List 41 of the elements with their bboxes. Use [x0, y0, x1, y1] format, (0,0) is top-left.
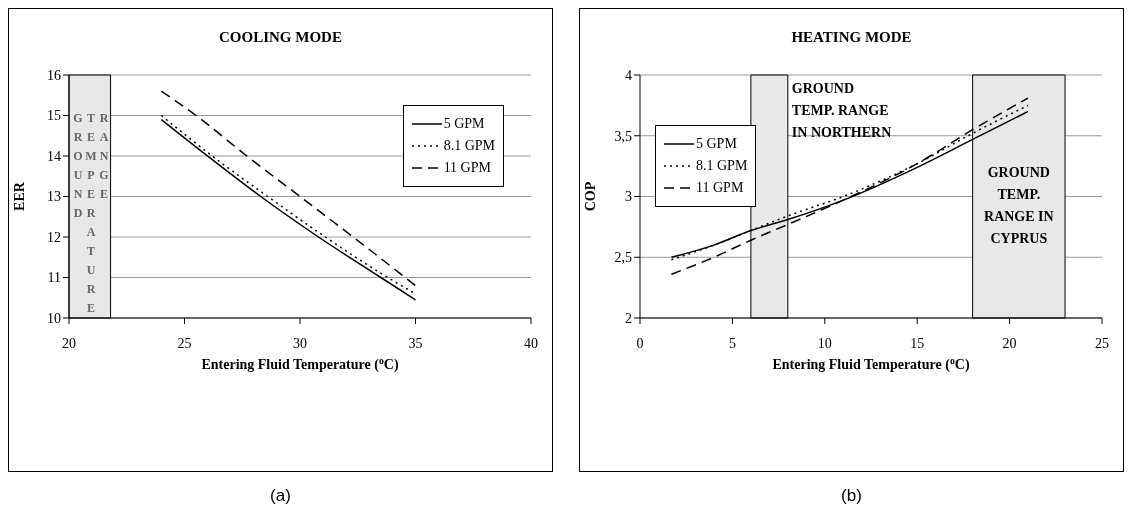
x-axis-title: Entering Fluid Temperature ($^{o}$C) [772, 354, 970, 373]
x-tick-label: 20 [62, 335, 76, 351]
y-tick-label: 2 [625, 310, 632, 326]
legend-label: 5 GPM [696, 136, 737, 152]
x-tick-label: 0 [636, 335, 644, 351]
x-tick-label: 40 [524, 335, 538, 351]
x-tick-label: 5 [728, 335, 736, 351]
x-axis-title: Entering Fluid Temperature ($^{o}$C) [201, 354, 399, 373]
band-label: GROUND TEMP. RANGE IN CYPRUS [984, 165, 1054, 247]
y-tick-label: 13 [47, 189, 61, 205]
y-tick-label: 12 [47, 229, 61, 245]
text: (a) [269, 486, 292, 506]
y-tick-label: 10 [47, 310, 61, 326]
x-tick-label: 20 [1002, 335, 1017, 351]
y-tick-label: 15 [47, 108, 61, 124]
line-series [160, 90, 417, 287]
legend-label: 11 GPM [696, 180, 744, 196]
legend-label: 8.1 GPM [443, 138, 495, 154]
y-tick-label: 14 [47, 148, 61, 164]
y-tick-label: 3 [625, 189, 632, 205]
chart-title: HEATING MODE [790, 28, 913, 47]
x-tick-label: 25 [1095, 335, 1109, 351]
y-tick-label: 4 [625, 67, 632, 83]
band-label: GROUND TEMP. RANGE IN NORTHERN [791, 81, 892, 140]
x-tick-label: 15 [910, 335, 925, 351]
y-tick-label: 3,5 [614, 128, 632, 144]
legend-label: 8.1 GPM [696, 158, 748, 174]
y-axis-title: EER [11, 181, 27, 211]
band-label: GROUND TEMPERATURE RANGE [70, 111, 111, 322]
y-tick-label: 16 [47, 67, 61, 83]
legend-label: 11 GPM [443, 160, 491, 176]
x-tick-label: 30 [293, 335, 307, 351]
y-tick-label: 11 [47, 270, 61, 286]
x-tick-label: 25 [177, 335, 192, 351]
x-tick-label: 10 [817, 335, 832, 351]
text: (b) [840, 486, 863, 506]
y-tick-label: 2,5 [614, 250, 632, 266]
y-axis-title: COP [582, 181, 598, 212]
legend-label: 5 GPM [443, 116, 485, 132]
chart-title: COOLING MODE [218, 28, 343, 47]
x-tick-label: 35 [408, 335, 423, 351]
